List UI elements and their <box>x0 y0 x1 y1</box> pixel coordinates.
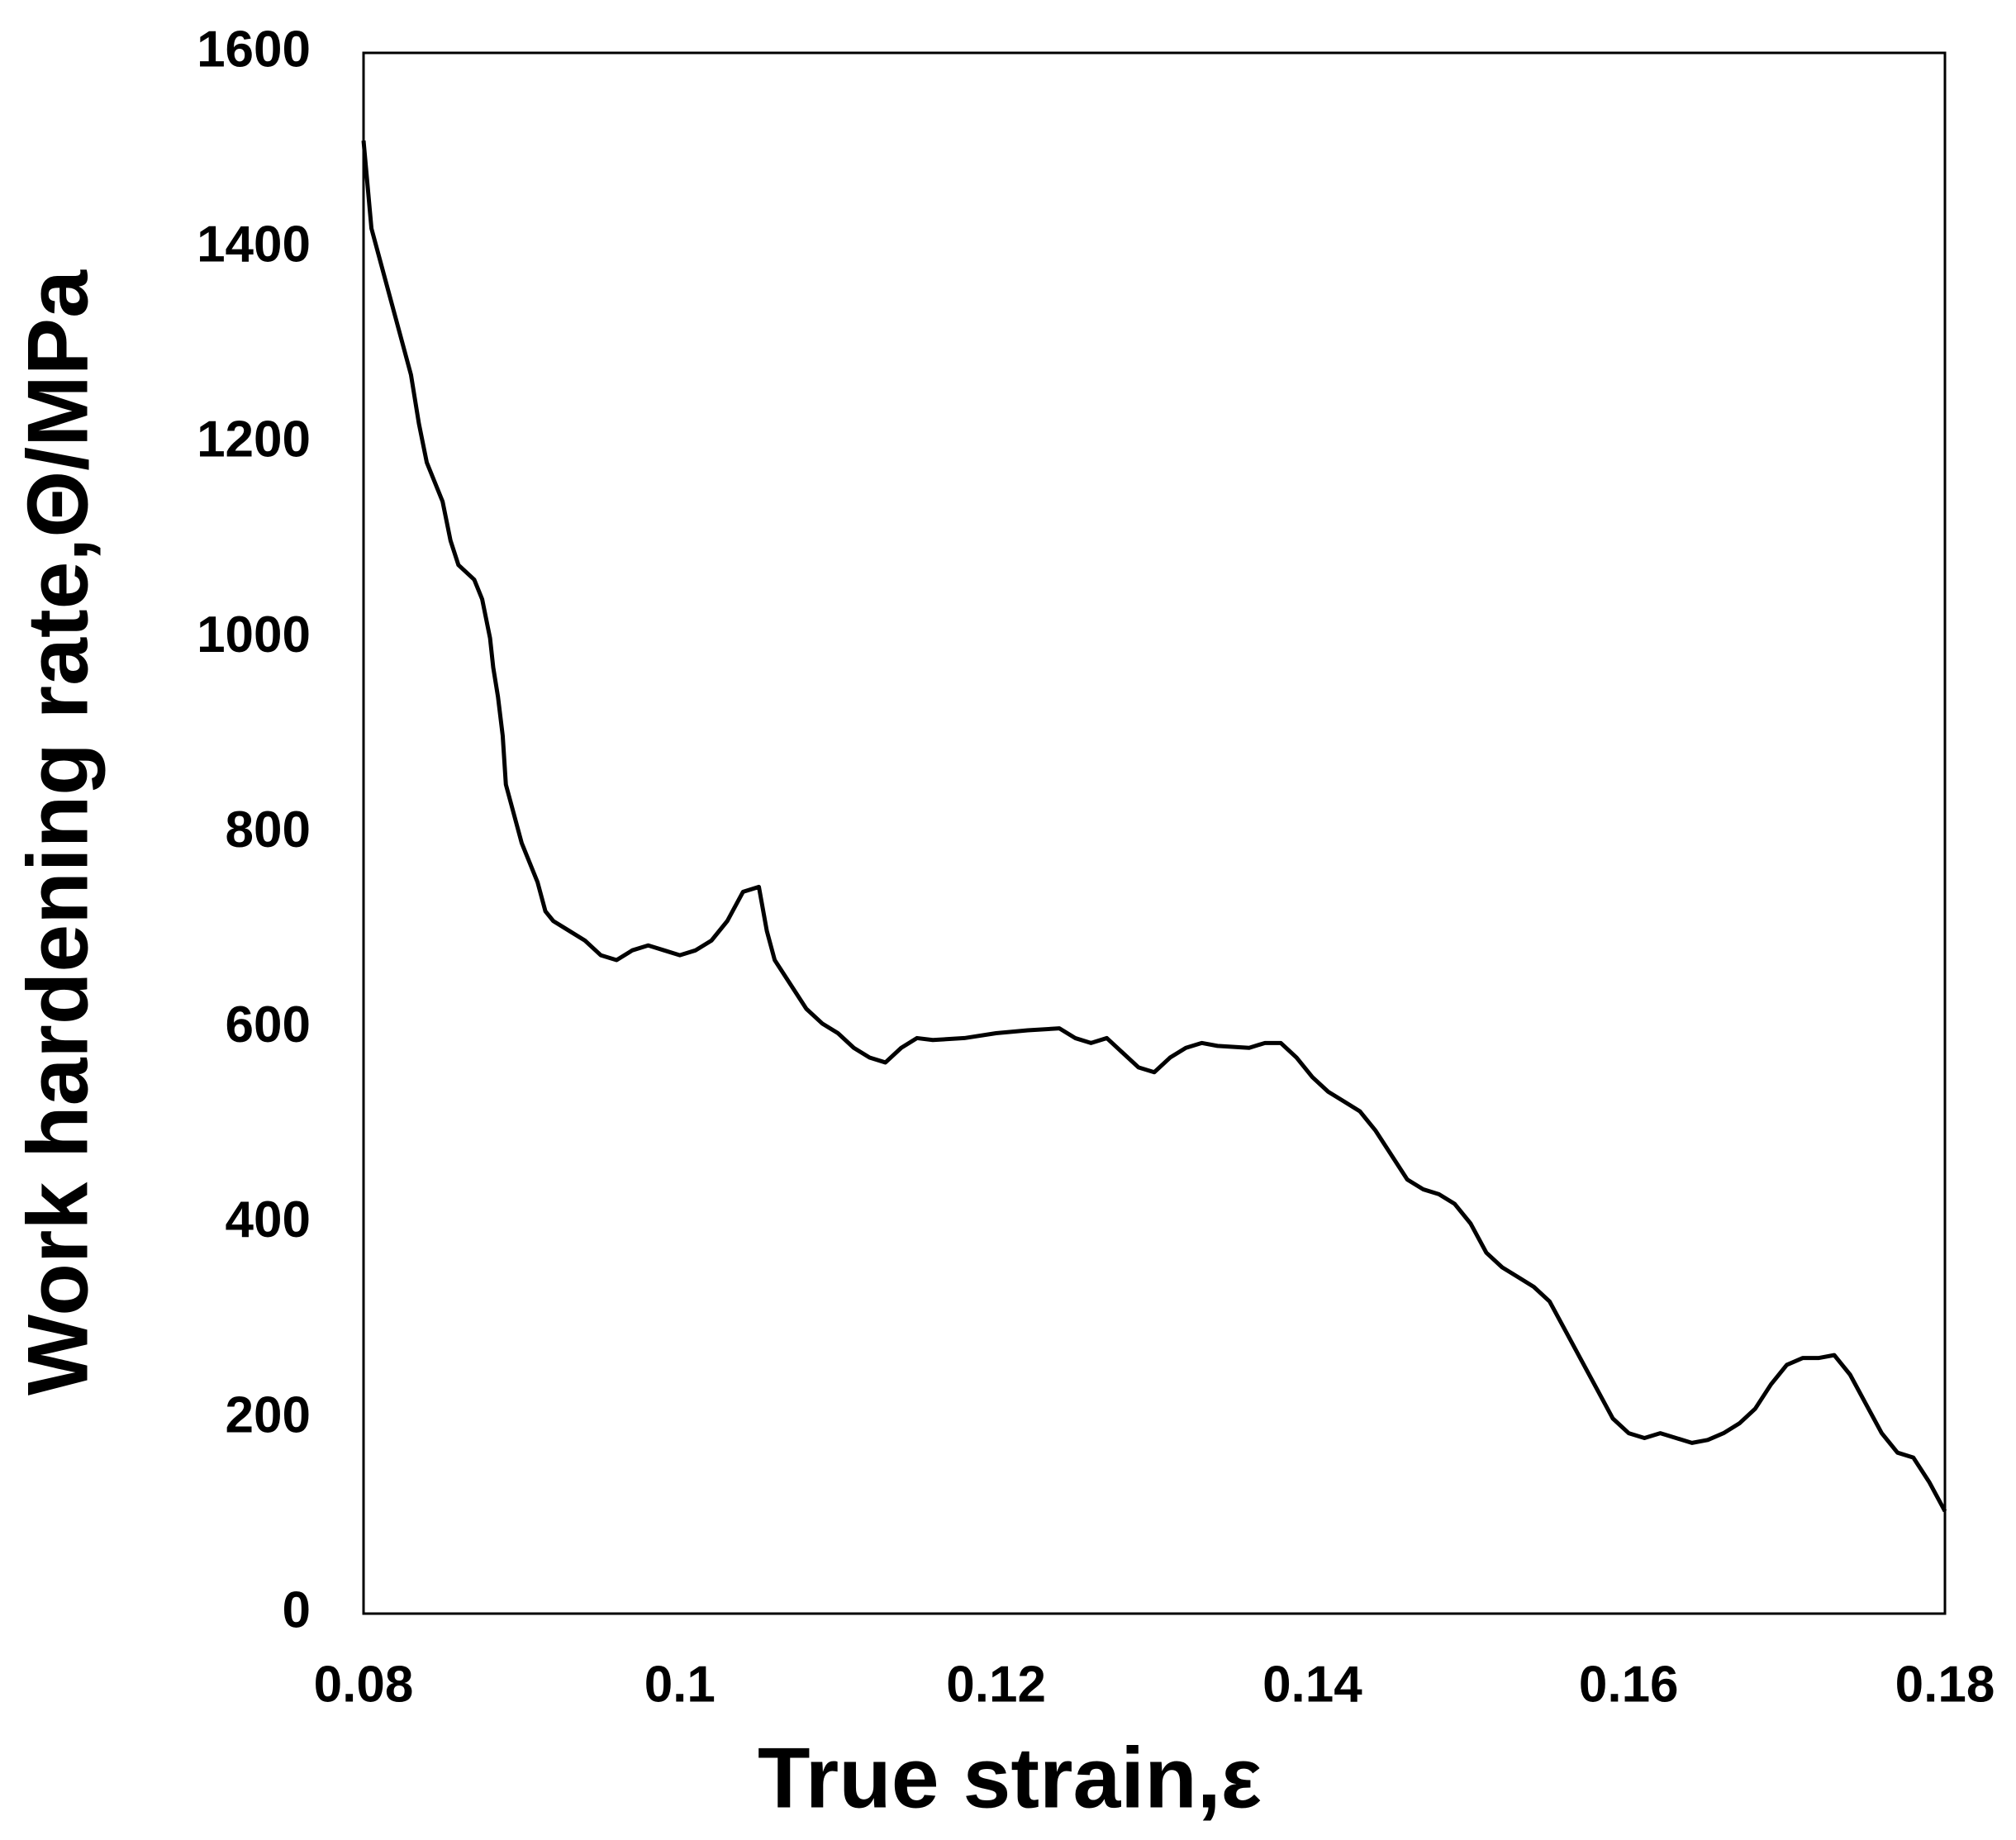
y-tick-label: 400 <box>226 1191 311 1248</box>
plot-frame <box>362 51 1947 1615</box>
y-tick-label: 800 <box>226 801 311 858</box>
y-tick-label: 200 <box>226 1386 311 1443</box>
x-tick-label: 0.14 <box>1262 1656 1362 1713</box>
y-tick-label: 1000 <box>197 606 311 663</box>
x-tick-label: 0.1 <box>644 1656 716 1713</box>
y-tick-label: 1600 <box>197 21 311 78</box>
y-tick-label: 1400 <box>197 216 311 273</box>
line <box>361 140 1947 1513</box>
x-tick-label: 0.18 <box>1895 1656 1995 1713</box>
y-tick-label: 600 <box>226 996 311 1053</box>
y-axis-title: Work hardening rate,Θ/MPa <box>10 269 106 1395</box>
x-tick-label: 0.12 <box>946 1656 1046 1713</box>
x-tick-label: 0.08 <box>314 1656 414 1713</box>
y-tick-label: 1200 <box>197 411 311 468</box>
y-tick-label: 0 <box>283 1581 311 1638</box>
x-tick-label: 0.16 <box>1579 1656 1679 1713</box>
x-axis-title: True strain,ε <box>758 1730 1262 1826</box>
